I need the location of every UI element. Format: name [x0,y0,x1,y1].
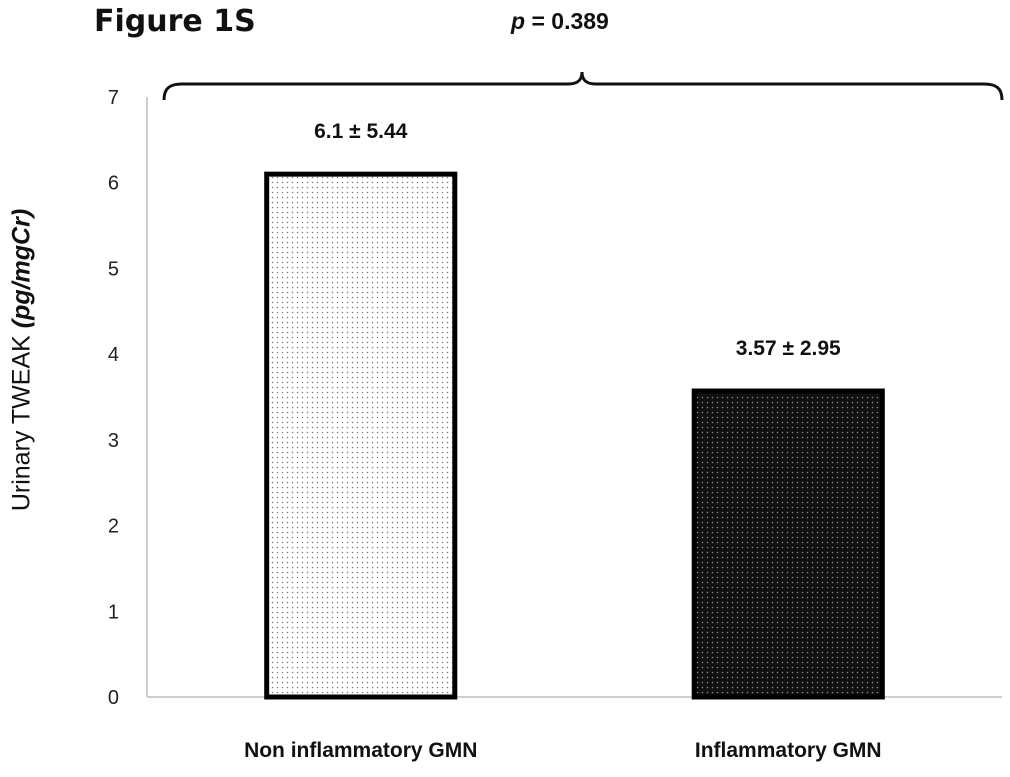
y-tick-label: 6 [108,173,119,195]
y-tick-label: 4 [108,344,119,366]
p-value-label: p = 0.389 [511,8,609,35]
labels: 6.1 ± 5.44 Non inflammatory GMN 3.57 ± 2.9… [244,120,882,762]
data-label-1: 6.1 ± 5.44 [314,120,408,143]
bar-1 [264,171,458,700]
y-tick-label: 7 [108,87,119,109]
significance-bracket [162,71,1004,101]
y-tick-label: 3 [108,430,119,452]
bars [264,171,885,700]
y-tick-label: 1 [108,601,119,623]
x-category-label-2: Inflammatory GMN [695,739,882,762]
bar-2 [691,388,885,700]
y-tick-label: 2 [108,516,119,538]
y-tick-label: 5 [108,258,119,280]
p-symbol: p [511,8,526,34]
y-tick-label: 0 [108,687,119,709]
x-category-label-1: Non inflammatory GMN [244,739,477,762]
p-value-text: = 0.389 [525,8,609,34]
data-label-2: 3.57 ± 2.95 [736,337,841,360]
figure-title: Figure 1S [94,4,256,39]
